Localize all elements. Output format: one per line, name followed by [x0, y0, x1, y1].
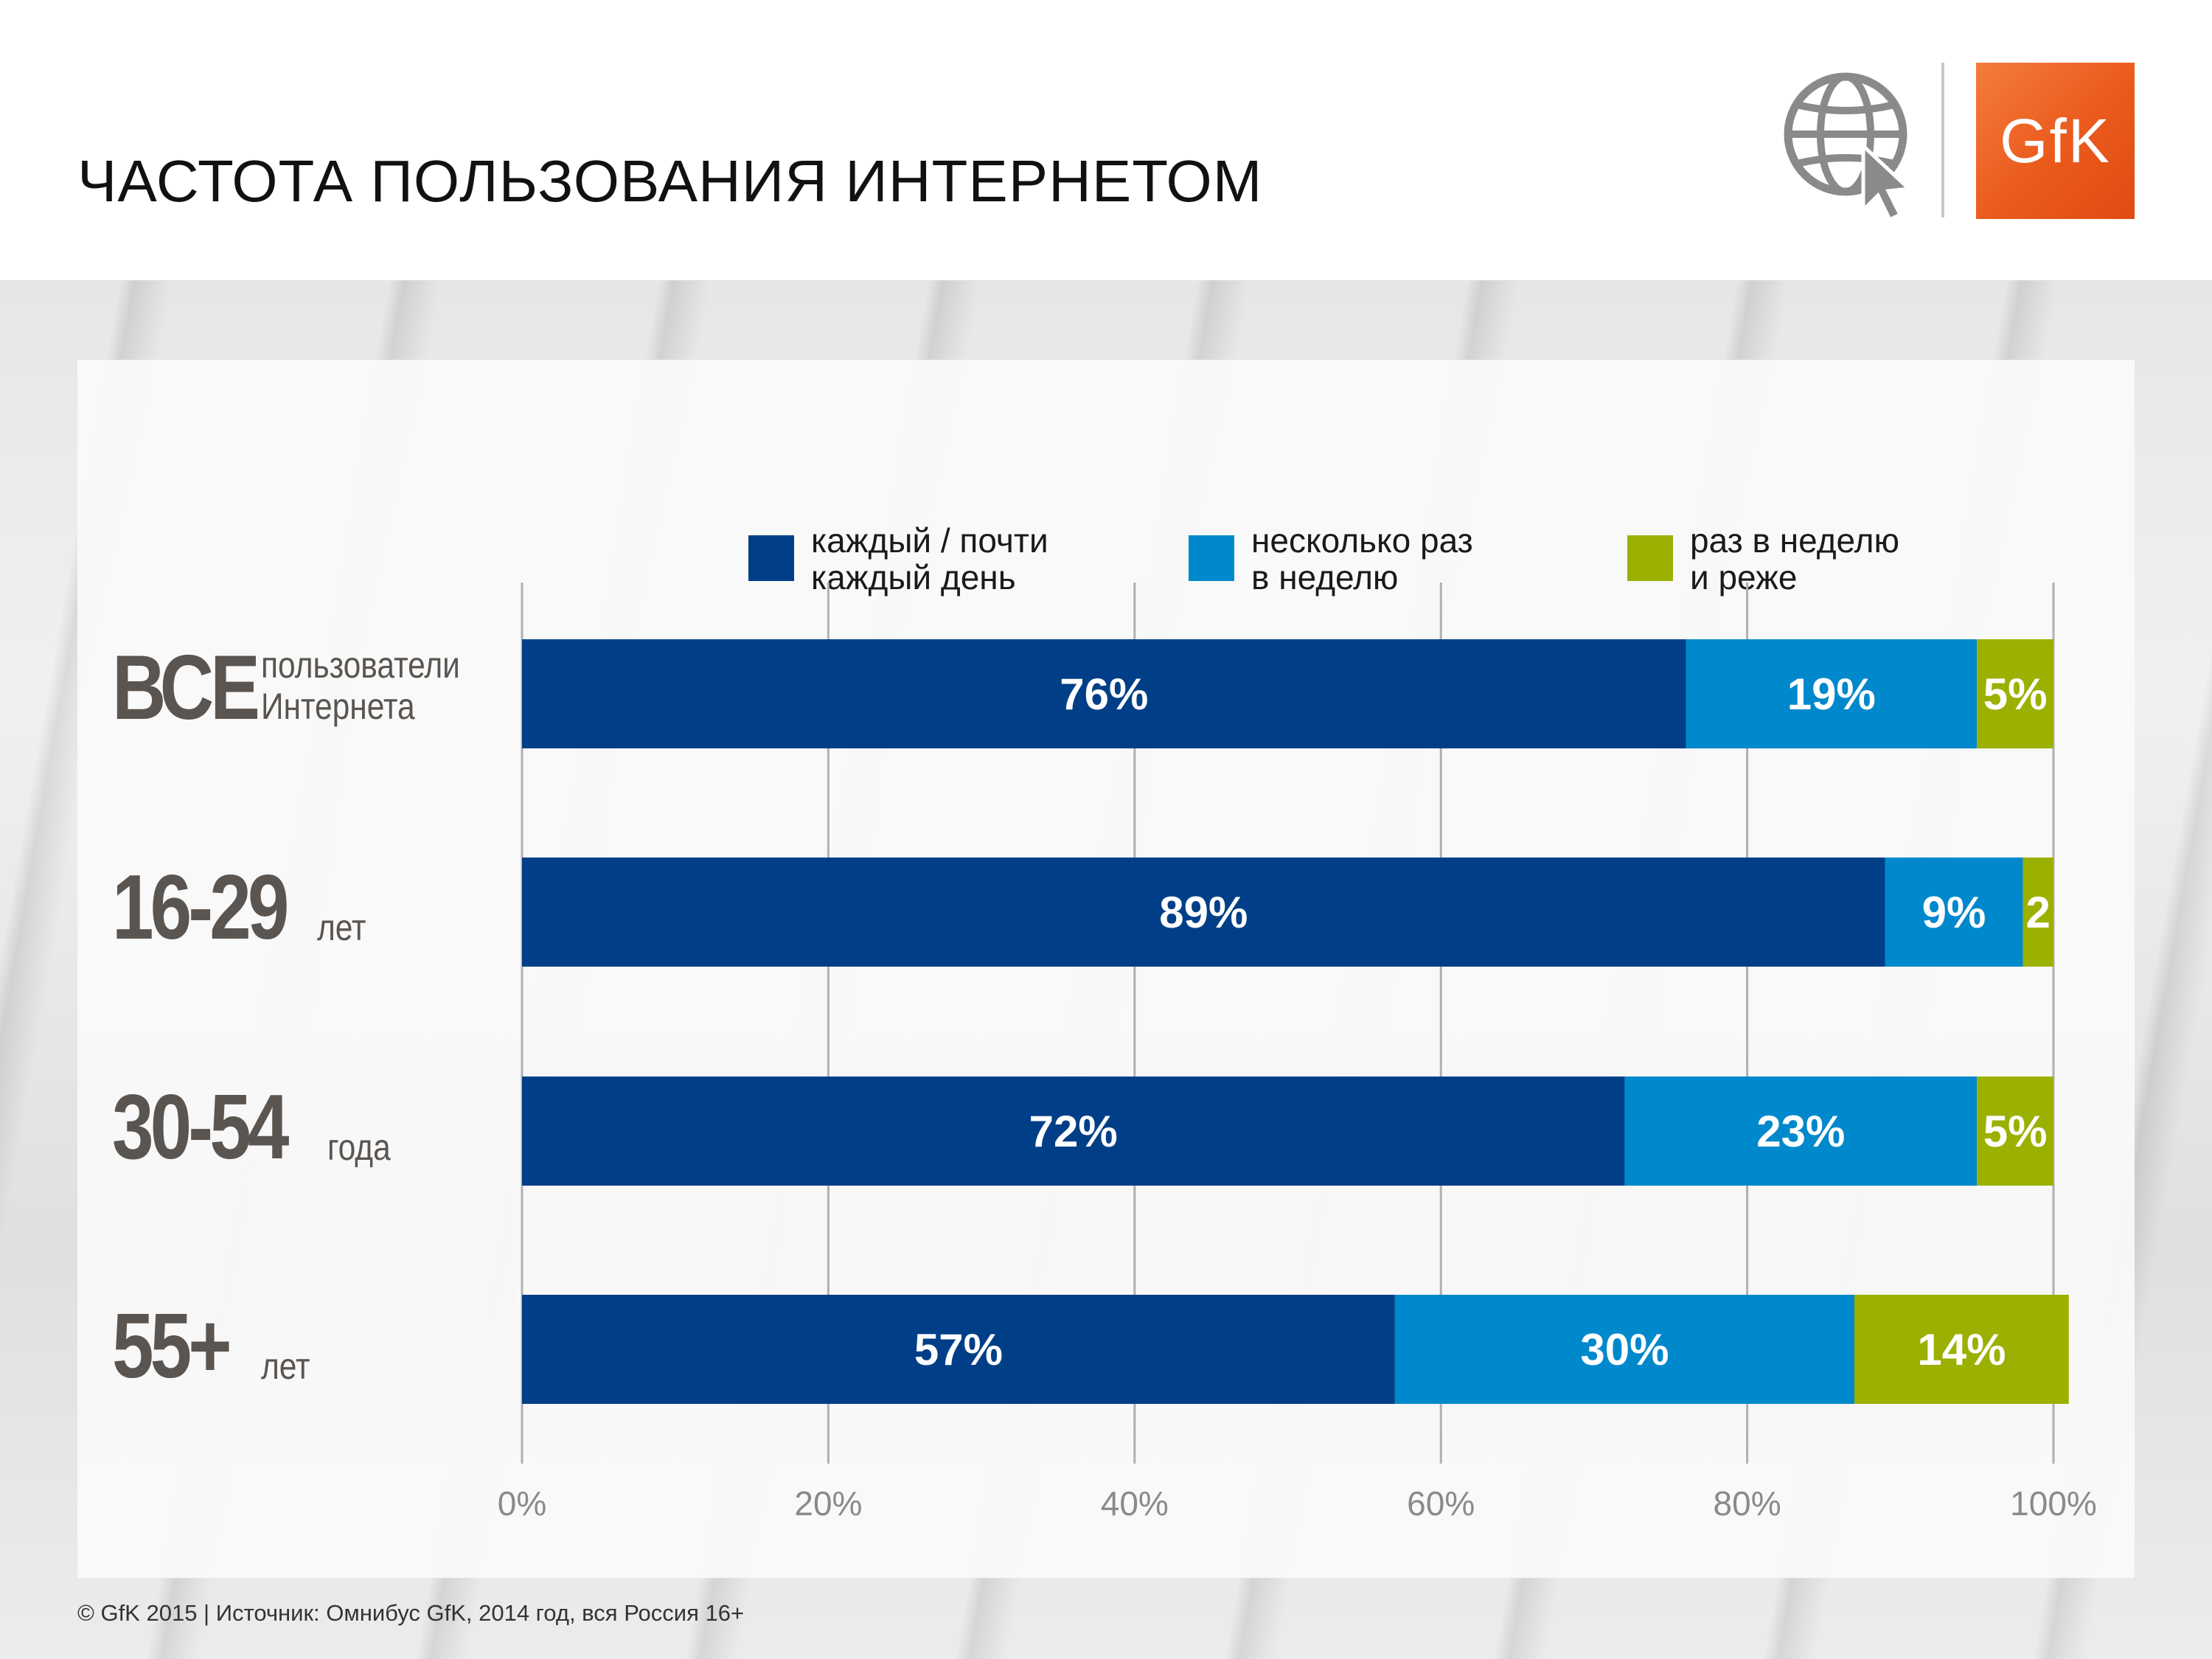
bar-data-label: 30%	[1580, 1325, 1669, 1374]
bar-data-label: 5%	[1983, 1107, 2048, 1156]
legend-swatch-rare	[1627, 535, 1673, 581]
category-label-big: 16-29	[112, 857, 289, 959]
globe-cursor-icon	[1784, 72, 1913, 221]
bar-data-label: 57%	[914, 1325, 1003, 1374]
bar-segment	[2023, 858, 2053, 967]
header: ЧАСТОТА ПОЛЬЗОВАНИЯ ИНТЕРНЕТОМ GfK	[0, 0, 2212, 280]
bar-data-label: 72%	[1029, 1107, 1118, 1156]
x-tick-label: 20%	[794, 1484, 862, 1523]
x-tick-label: 80%	[1714, 1484, 1781, 1523]
bar-segment	[1394, 1295, 1854, 1404]
bar-segment	[1977, 639, 2053, 748]
legend-swatch-daily	[748, 535, 794, 581]
gfk-logo: GfK	[1976, 63, 2135, 219]
bar-data-label: 89%	[1159, 888, 1248, 937]
bar-segment	[1977, 1077, 2053, 1186]
bar-data-label: 19%	[1787, 669, 1876, 719]
bar-segment	[522, 1295, 1395, 1404]
category-label-16-29: 16-29 лет	[112, 855, 366, 960]
category-label-small: года	[327, 1127, 391, 1168]
category-label-55plus: 55+ лет	[112, 1294, 310, 1399]
x-tick-label: 100%	[2010, 1484, 2097, 1523]
bar-data-label: 2	[2026, 888, 2051, 937]
category-label-small: лет	[317, 907, 366, 948]
category-label-small: пользователи Интернета	[261, 644, 460, 727]
bar-data-label: 76%	[1060, 669, 1148, 719]
bar-data-label: 5%	[1983, 669, 2048, 719]
category-label-all: ВСЕ пользователи Интернета	[112, 636, 460, 740]
bar-data-label: 14%	[1917, 1325, 2006, 1374]
category-label-big: 30-54	[112, 1077, 289, 1178]
logo-divider	[1941, 63, 1944, 218]
bar-segment	[1854, 1295, 2069, 1404]
category-label-small: лет	[261, 1346, 310, 1387]
x-tick-label: 60%	[1407, 1484, 1475, 1523]
page-title: ЧАСТОТА ПОЛЬЗОВАНИЯ ИНТЕРНЕТОМ	[77, 148, 1263, 214]
x-tick-label: 0%	[498, 1484, 546, 1523]
bar-segment	[1686, 639, 1978, 748]
bar-segment	[522, 639, 1686, 748]
bar-segment	[1624, 1077, 1978, 1186]
legend-label-daily: каждый / почти каждый день	[811, 521, 1048, 597]
legend-swatch-weekly	[1189, 535, 1234, 581]
bar-data-label: 9%	[1922, 888, 1986, 937]
legend-label-rare: раз в неделю и реже	[1690, 521, 1899, 597]
legend-label-weekly: несколько раз в неделю	[1251, 521, 1473, 597]
x-tick-label: 40%	[1101, 1484, 1169, 1523]
category-label-big: 55+	[112, 1295, 232, 1397]
bar-segment	[1885, 858, 2023, 967]
category-label-big: ВСЕ	[112, 637, 260, 739]
category-label-30-54: 30-54 года	[112, 1075, 391, 1180]
bar-segment	[522, 858, 1885, 967]
footer-source: © GfK 2015 | Источник: Омнибус GfK, 2014…	[77, 1600, 745, 1626]
bar-segment	[522, 1077, 1625, 1186]
bar-data-label: 23%	[1756, 1107, 1845, 1156]
